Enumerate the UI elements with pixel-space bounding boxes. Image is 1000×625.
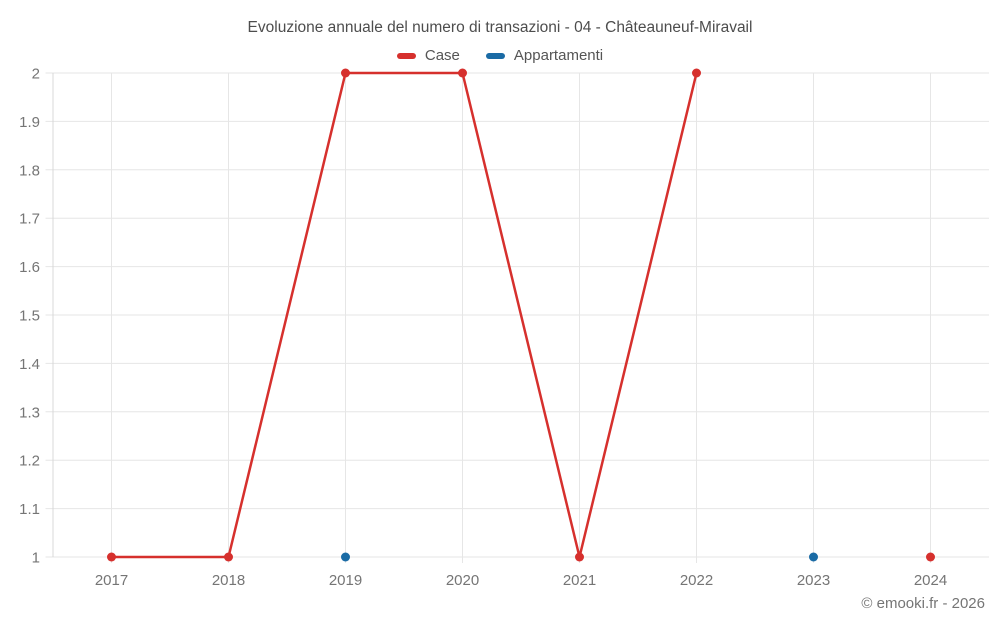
case-line xyxy=(110,71,698,559)
legend-swatch-case-icon xyxy=(396,52,416,59)
x-tick-label: 2022 xyxy=(680,572,713,589)
x-tick-label: 2024 xyxy=(914,572,947,589)
case-point-2017[interactable] xyxy=(107,552,116,562)
chart-title: Evoluzione annuale del numero di transaz… xyxy=(247,19,753,36)
legend-item-case[interactable]: Case xyxy=(396,47,460,64)
credits-link[interactable]: © emooki.fr - 2026 xyxy=(861,595,985,612)
case-point-2020[interactable] xyxy=(458,68,467,78)
y-tick-label: 2 xyxy=(32,66,40,83)
legend-label-appartamenti: Appartamenti xyxy=(513,47,604,64)
y-tick-label: 1.8 xyxy=(19,162,40,179)
y-tick-label: 1.4 xyxy=(19,356,40,373)
x-tick-label: 2023 xyxy=(797,572,830,589)
y-tick-label: 1.5 xyxy=(19,308,40,325)
case-point-2024[interactable] xyxy=(926,552,935,562)
y-tick-label: 1.2 xyxy=(19,453,40,470)
y-tick-label: 1.6 xyxy=(19,259,40,276)
appartamenti-point-2023[interactable] xyxy=(809,552,818,562)
y-tick-label: 1.9 xyxy=(19,114,40,131)
x-tick-label: 2018 xyxy=(212,572,245,589)
x-tick-label: 2017 xyxy=(95,572,128,589)
legend-swatch-appartamenti-icon xyxy=(485,52,505,59)
y-tick-label: 1.1 xyxy=(19,501,40,518)
case-point-2021[interactable] xyxy=(575,552,584,562)
legend-label-case: Case xyxy=(424,47,460,64)
legend: Case Appartamenti xyxy=(0,47,1000,64)
y-tick-label: 1 xyxy=(32,550,40,567)
case-point-2018[interactable] xyxy=(224,552,233,562)
y-tick-label: 1.3 xyxy=(19,404,40,421)
appartamenti-point-2019[interactable] xyxy=(341,552,350,562)
x-tick-label: 2019 xyxy=(329,572,362,589)
case-point-2019[interactable] xyxy=(341,68,350,78)
x-tick-label: 2020 xyxy=(446,572,479,589)
x-tick-label: 2021 xyxy=(563,572,596,589)
y-tick-label: 1.7 xyxy=(19,211,40,228)
case-point-2022[interactable] xyxy=(692,68,701,78)
legend-item-appartamenti[interactable]: Appartamenti xyxy=(485,47,604,64)
